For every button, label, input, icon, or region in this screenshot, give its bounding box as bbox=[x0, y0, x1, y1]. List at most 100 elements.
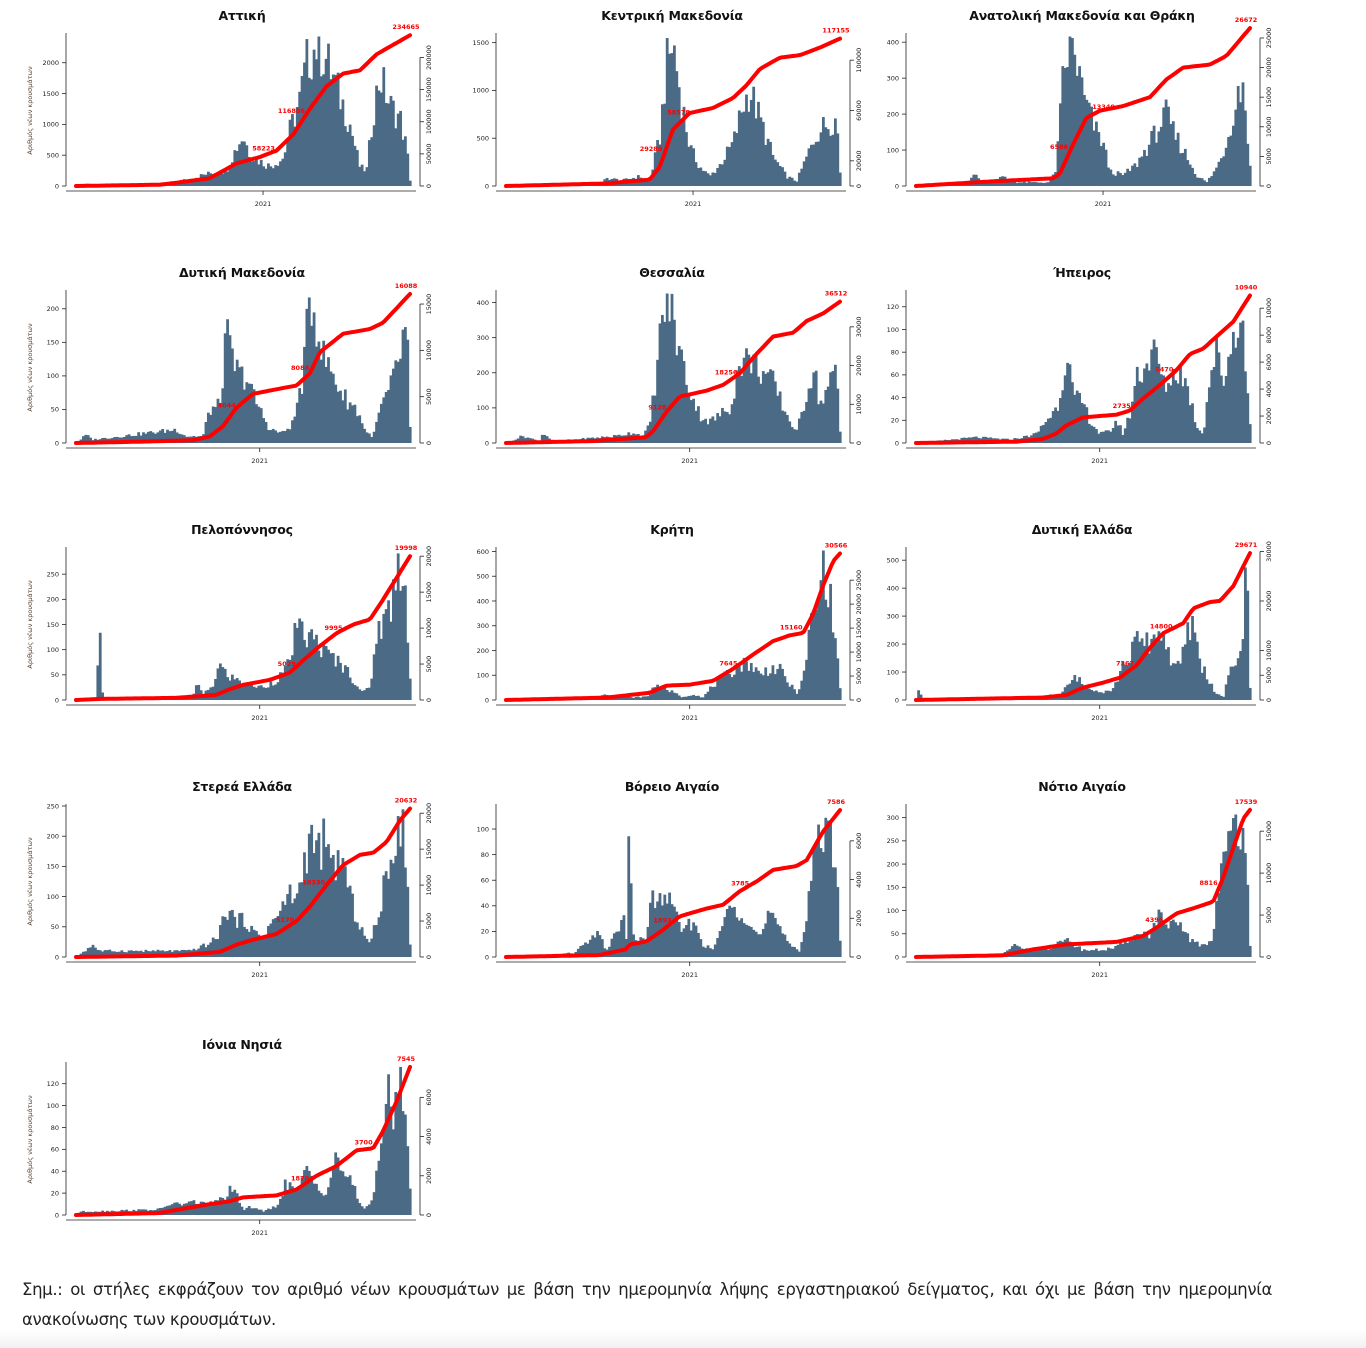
daily-bar bbox=[1198, 430, 1202, 443]
daily-bar bbox=[252, 1208, 256, 1215]
daily-bar bbox=[1231, 125, 1235, 186]
daily-bar bbox=[543, 434, 547, 443]
daily-bar bbox=[651, 687, 655, 700]
daily-bar bbox=[653, 687, 657, 700]
daily-bar bbox=[721, 926, 724, 957]
daily-bar bbox=[274, 684, 278, 700]
daily-bar bbox=[1095, 690, 1098, 700]
daily-bar bbox=[372, 654, 376, 700]
daily-bar bbox=[1080, 77, 1084, 186]
daily-bar bbox=[351, 683, 354, 700]
y-axis-title: Αριθμός νέων κρουσμάτων bbox=[26, 1095, 34, 1184]
daily-bar bbox=[91, 944, 95, 957]
daily-bar bbox=[365, 687, 369, 700]
daily-bar bbox=[814, 609, 818, 700]
daily-bar bbox=[644, 696, 647, 700]
daily-bar bbox=[218, 925, 222, 957]
daily-bar bbox=[257, 164, 261, 186]
left-tick-label: 80 bbox=[481, 851, 489, 859]
daily-bar bbox=[1135, 167, 1139, 186]
daily-bar bbox=[793, 180, 796, 186]
daily-bar bbox=[339, 109, 342, 186]
daily-bar bbox=[367, 433, 371, 443]
daily-bar bbox=[586, 943, 590, 957]
left-tick-label: 0 bbox=[895, 696, 899, 704]
x-tick-label: 2021 bbox=[251, 971, 268, 979]
daily-bar bbox=[233, 679, 237, 700]
daily-bar bbox=[781, 933, 784, 957]
daily-bar bbox=[1186, 622, 1190, 700]
cumulative-value-label: 19998 bbox=[395, 544, 418, 552]
daily-bar bbox=[1068, 941, 1072, 957]
right-tick-label: 20000 bbox=[1265, 57, 1273, 78]
daily-bar bbox=[226, 171, 229, 186]
daily-bar bbox=[665, 293, 669, 443]
daily-bar bbox=[773, 159, 777, 186]
daily-bar bbox=[1217, 892, 1221, 957]
daily-bar bbox=[327, 43, 330, 186]
daily-bar bbox=[255, 404, 258, 443]
daily-bar bbox=[283, 904, 287, 957]
daily-bar bbox=[1169, 385, 1173, 443]
daily-bar bbox=[387, 600, 390, 700]
daily-bar bbox=[802, 932, 806, 957]
daily-bar bbox=[834, 364, 837, 443]
x-tick-label: 2021 bbox=[1091, 971, 1108, 979]
cumulative-cases-line bbox=[74, 1065, 412, 1217]
daily-bar bbox=[581, 945, 585, 957]
daily-bar bbox=[1239, 651, 1242, 700]
daily-bar bbox=[358, 415, 362, 443]
daily-bar bbox=[723, 159, 727, 186]
daily-bar bbox=[137, 432, 141, 443]
daily-bar bbox=[255, 930, 258, 957]
daily-bar bbox=[615, 697, 619, 700]
daily-bar bbox=[348, 1175, 352, 1215]
daily-bar bbox=[764, 923, 768, 957]
daily-bar bbox=[615, 931, 619, 957]
daily-bar bbox=[689, 930, 693, 957]
daily-bar bbox=[139, 950, 143, 957]
daily-bar bbox=[797, 689, 801, 700]
daily-bar bbox=[1070, 680, 1074, 700]
daily-bar bbox=[656, 901, 659, 957]
daily-bar bbox=[721, 164, 724, 186]
daily-bar bbox=[1248, 165, 1252, 186]
daily-bar bbox=[730, 142, 734, 186]
daily-bar bbox=[216, 668, 220, 700]
daily-bar bbox=[1083, 687, 1086, 700]
daily-bar bbox=[1119, 942, 1122, 957]
daily-bar bbox=[230, 162, 234, 186]
daily-bar bbox=[377, 621, 381, 700]
daily-bar bbox=[1155, 347, 1158, 443]
daily-bar bbox=[809, 613, 813, 700]
daily-bar bbox=[365, 167, 369, 186]
daily-bar bbox=[1015, 183, 1019, 186]
daily-bar bbox=[355, 686, 359, 700]
daily-bar bbox=[1210, 176, 1214, 186]
daily-bar bbox=[829, 583, 832, 700]
daily-bar bbox=[235, 359, 239, 443]
daily-bar bbox=[1042, 424, 1045, 443]
daily-bar bbox=[125, 435, 129, 443]
daily-bar bbox=[809, 144, 813, 186]
daily-bar bbox=[673, 319, 676, 443]
daily-bar bbox=[291, 420, 294, 443]
right-tick-label: 5000 bbox=[425, 656, 433, 673]
daily-bar bbox=[730, 404, 734, 443]
daily-bar bbox=[831, 632, 835, 700]
daily-bar bbox=[1104, 690, 1108, 700]
daily-bar bbox=[365, 432, 369, 443]
daily-bar bbox=[1217, 694, 1221, 700]
daily-bar bbox=[668, 692, 671, 700]
daily-bar bbox=[588, 939, 592, 957]
daily-bar bbox=[716, 167, 720, 186]
daily-bar bbox=[408, 944, 412, 957]
daily-bar bbox=[1162, 375, 1166, 443]
daily-bar bbox=[1248, 424, 1252, 443]
daily-bar bbox=[1198, 946, 1202, 957]
cumulative-value-label: 7645 bbox=[719, 659, 738, 667]
daily-bar bbox=[636, 696, 640, 700]
daily-bar bbox=[214, 407, 217, 443]
daily-bar bbox=[257, 685, 261, 700]
daily-bar bbox=[653, 908, 657, 957]
